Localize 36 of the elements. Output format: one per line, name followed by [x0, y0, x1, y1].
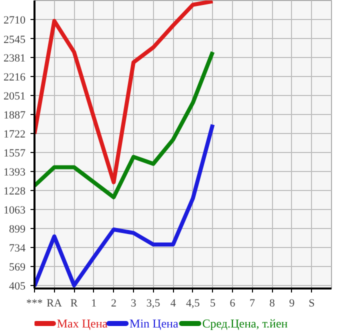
y-tick-label: 2051: [4, 90, 26, 103]
x-tick-label: 3: [130, 298, 137, 310]
x-tick-label: 7: [250, 298, 256, 310]
y-tick-label: 899: [9, 223, 26, 236]
line-series: [34, 50, 215, 200]
x-tick-label: 2: [110, 298, 116, 310]
y-tick-label: 1393: [4, 166, 26, 179]
x-tick-label: 1: [91, 298, 97, 310]
y-tick-label: 734: [9, 242, 26, 254]
y-tick-label: 2381: [4, 52, 26, 65]
y-tick-label: 1557: [4, 148, 26, 160]
x-tick-label: RA: [46, 298, 62, 310]
x-tick-label: 6: [230, 298, 236, 310]
legend-label: Min Цена: [130, 316, 179, 330]
x-tick-label: 8: [269, 298, 276, 310]
x-tick-label: 4: [170, 298, 176, 310]
x-tick-label: R: [70, 298, 78, 310]
x-tick-label: 5: [210, 298, 216, 310]
x-tick-label: S: [308, 298, 315, 310]
y-tick-label: 569: [9, 261, 26, 274]
y-tick-label: 2710: [4, 14, 26, 27]
y-tick-label: 1887: [4, 110, 26, 122]
y-tick-label: 2545: [4, 34, 26, 46]
x-tick-label: 3,5: [146, 298, 161, 310]
y-tick-label: 405: [9, 280, 26, 292]
x-tick-label: 9: [289, 298, 296, 310]
line-series: [34, 122, 215, 288]
y-tick-label: 1722: [4, 128, 26, 141]
y-tick-label: 1228: [4, 186, 26, 198]
legend-label: Max Цена: [56, 316, 108, 330]
legend-label: Сред.Цена, т.йен: [202, 316, 288, 330]
y-tick-label: 1063: [4, 204, 26, 217]
y-tick-label: 2216: [4, 72, 26, 84]
x-tick-label: 4,5: [186, 298, 200, 310]
x-tick-label: ***: [26, 298, 43, 310]
line-series: [34, 0, 215, 184]
